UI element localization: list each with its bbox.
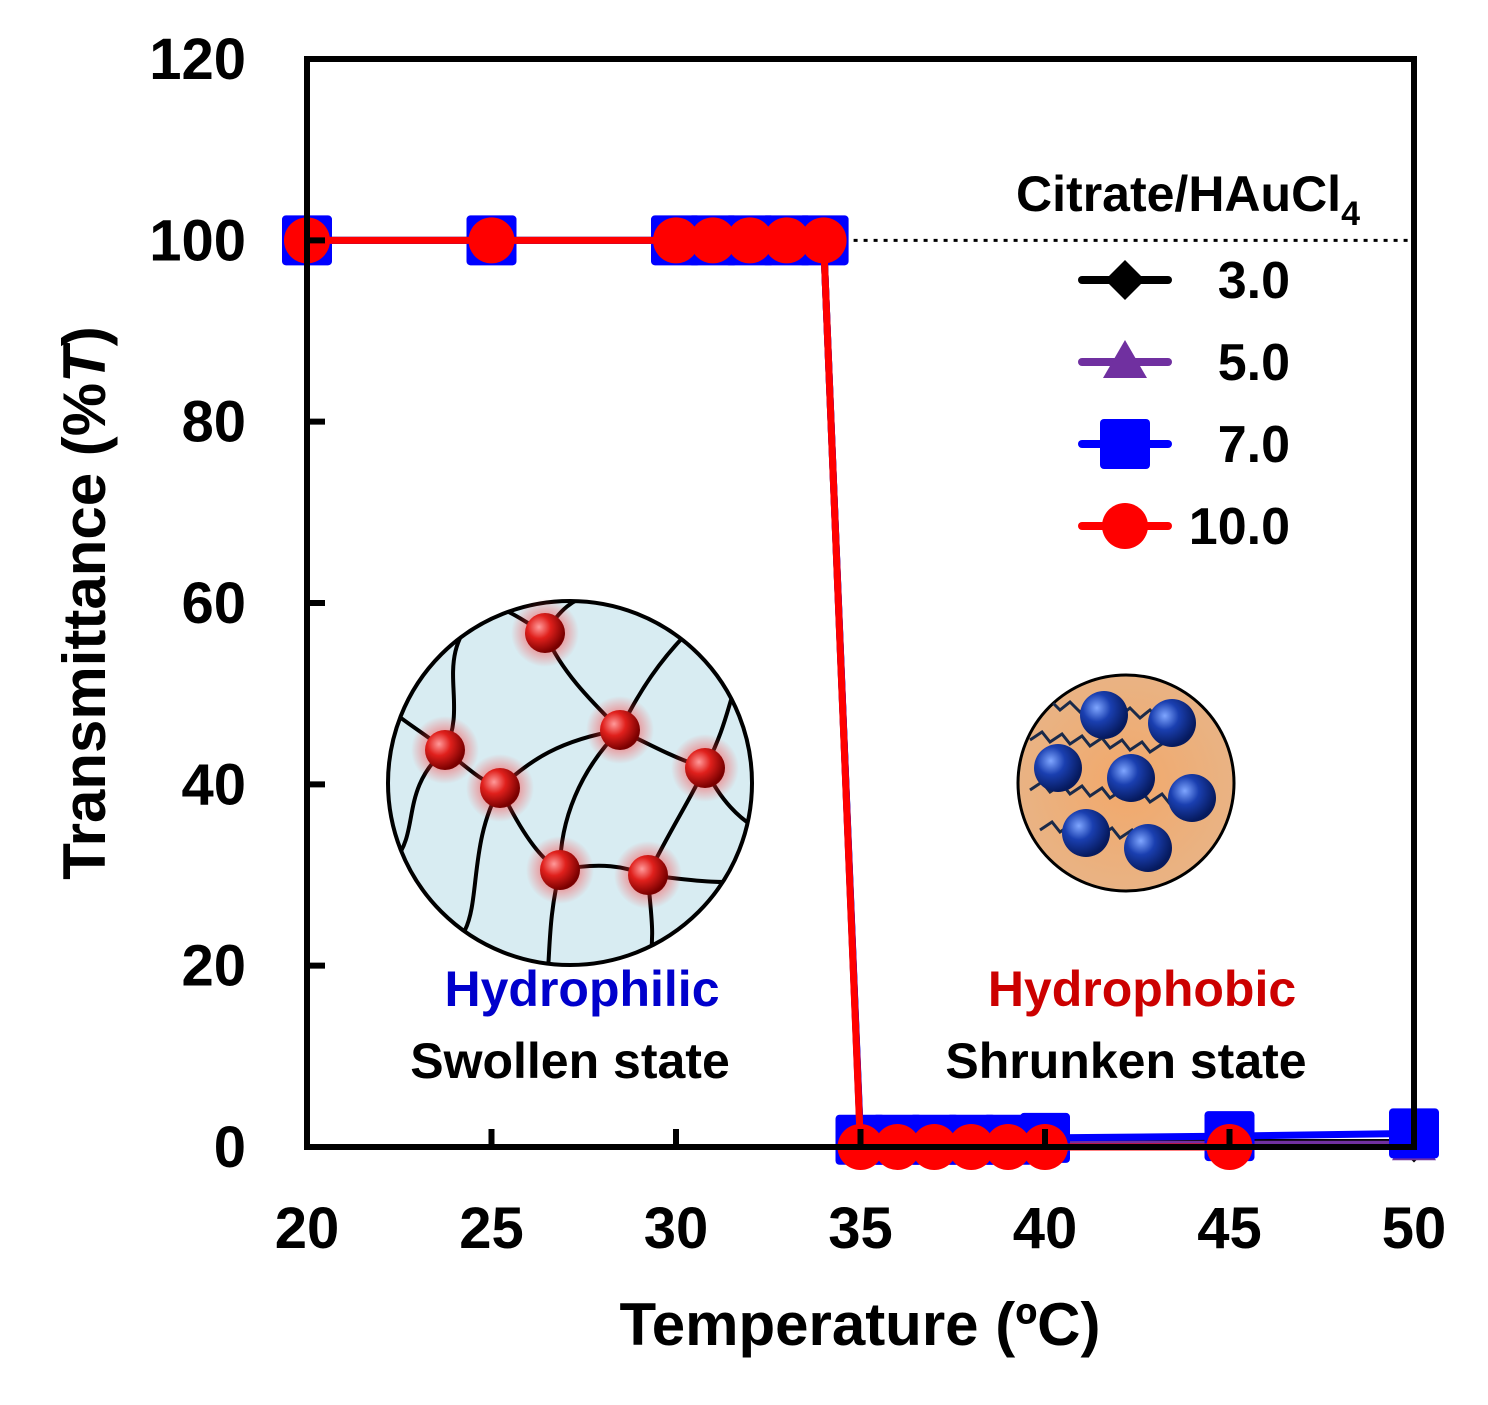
legend-swatch-marker: [1103, 340, 1147, 378]
x-axis-title: Temperature (ºC): [620, 1291, 1101, 1358]
legend-item: 7.0: [1078, 416, 1290, 474]
y-tick-label: 40: [181, 752, 246, 817]
y-tick-label: 20: [181, 934, 246, 999]
legend-items: 3.0 5.0 7.0 10.0: [1078, 252, 1290, 556]
x-tick-label: 20: [275, 1196, 340, 1261]
series-layer: [282, 215, 1439, 1170]
legend-title-subscript: 4: [1341, 195, 1360, 233]
legend-swatch-marker: [1105, 260, 1145, 300]
legend: Citrate/HAuCl4 3.0 5.0 7.0 10.0: [1016, 166, 1360, 556]
x-tick-label: 45: [1197, 1196, 1262, 1261]
x-tick-label: 30: [644, 1196, 709, 1261]
legend-title: Citrate/HAuCl4: [1016, 166, 1360, 233]
data-point: [689, 217, 736, 264]
y-axis-title-close: ): [51, 326, 118, 346]
y-tick-label: 0: [214, 1115, 246, 1180]
legend-label: 7.0: [1218, 416, 1290, 474]
y-axis-title-italic: T: [51, 342, 118, 383]
annotation-hydrophobic: Hydrophobic: [988, 961, 1296, 1017]
legend-title-main: Citrate/HAuCl: [1016, 166, 1341, 222]
y-tick-label: 120: [149, 27, 246, 92]
legend-swatch-marker: [1100, 419, 1150, 469]
x-tick-label: 50: [1382, 1196, 1447, 1261]
legend-item: 10.0: [1078, 498, 1290, 556]
y-axis-title-main: Transmittance (%: [51, 383, 118, 880]
data-point: [800, 217, 847, 264]
legend-label: 5.0: [1218, 334, 1290, 392]
x-tick-label: 40: [1013, 1196, 1078, 1261]
shrunken-aggregate-illustration: [1016, 673, 1236, 893]
swollen-network-illustration: [386, 599, 754, 967]
legend-item: 3.0: [1078, 252, 1290, 310]
legend-label: 3.0: [1218, 252, 1290, 310]
y-axis-title: Transmittance (%T): [51, 326, 118, 879]
y-tick-label: 80: [181, 390, 246, 455]
data-point: [653, 217, 699, 264]
legend-item: 5.0: [1078, 334, 1290, 392]
y-tick-label: 100: [149, 208, 246, 273]
tick-layer: 20 25 30 35 40 45 50 0 20 40 60 80 100 120: [149, 27, 1446, 1261]
x-tick-label: 35: [828, 1196, 893, 1261]
data-point: [763, 217, 810, 264]
y-tick-label: 60: [181, 571, 246, 636]
x-tick-label: 25: [459, 1196, 524, 1261]
annotation-swollen-state: Swollen state: [410, 1033, 730, 1089]
data-point: [726, 217, 773, 264]
data-point: [468, 217, 515, 264]
annotation-shrunken-state: Shrunken state: [945, 1033, 1306, 1089]
legend-label: 10.0: [1189, 498, 1290, 556]
legend-swatch-marker: [1102, 503, 1148, 549]
annotation-hydrophilic: Hydrophilic: [444, 961, 719, 1017]
